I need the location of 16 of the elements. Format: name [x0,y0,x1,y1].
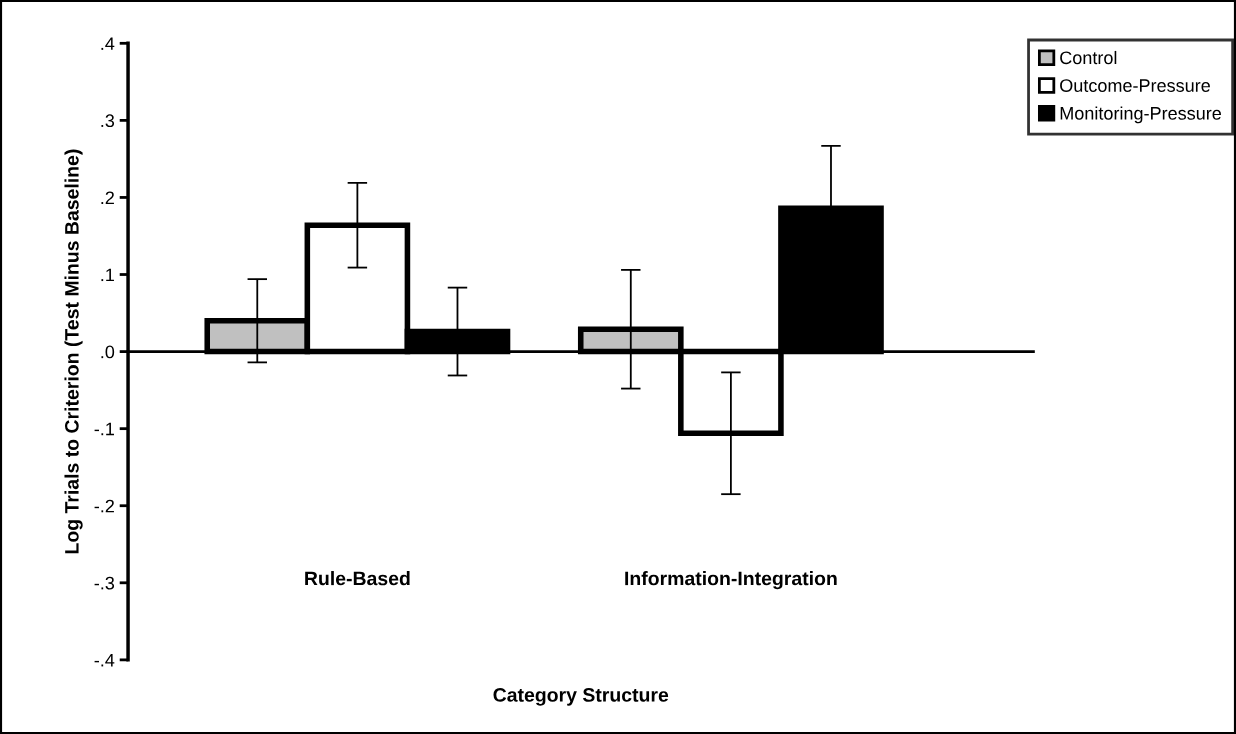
legend-label: Control [1060,50,1117,65]
x-tick-label: Rule-Based [305,571,410,586]
y-tick-label: .3 [101,114,115,128]
x-tick-label: Information-Integration [625,571,837,590]
y-tick-label: -.4 [94,653,115,667]
y-tick-label: .1 [101,268,114,282]
y-axis-title: Log Trials to Criterion (Test Minus Baseline) [64,149,83,554]
legend-label: Outcome-Pressure [1060,79,1210,92]
legend-label: Monitoring-Pressure [1060,106,1221,124]
y-tick-label: -.1 [94,422,114,436]
y-tick-label: -.2 [94,499,114,513]
y-tick-label: .0 [101,345,115,359]
y-tick-label: .2 [101,191,114,204]
y-tick-label: .4 [101,37,115,50]
x-axis-title: Category Structure [493,688,669,706]
y-tick-label: -.3 [94,576,115,590]
